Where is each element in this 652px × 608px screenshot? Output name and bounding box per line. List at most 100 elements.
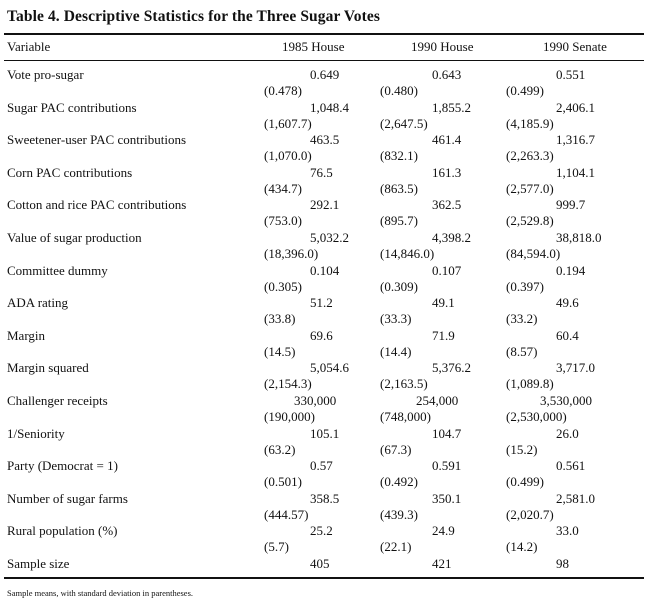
table-row: Number of sugar farms 358.5 (444.57) 350.1 (… <box>0 491 652 525</box>
mean-value: 5,032.2 <box>310 230 349 245</box>
sd-value: (753.0) <box>264 213 302 229</box>
sd-value: (2,577.0) <box>506 180 554 196</box>
sd-value: (15.2) <box>506 441 538 457</box>
top-rule <box>4 33 644 35</box>
sd-value: (0.309) <box>380 278 418 294</box>
sd-value: (2,263.3) <box>506 148 554 164</box>
header-1985-house: 1985 House <box>282 39 345 54</box>
mean-value: 1,855.2 <box>432 99 471 115</box>
sd-value: (84,594.0) <box>506 246 561 261</box>
mean-value: 0.591 <box>432 458 462 474</box>
sd-value: (2,529.8) <box>506 213 554 229</box>
row-label: ADA rating <box>7 295 69 311</box>
mean-value: 2,406.1 <box>556 99 595 115</box>
row-label: Sweetener-user PAC contributions <box>7 132 187 148</box>
table-row: Cotton and rice PAC contributions 292.1 (7… <box>0 197 652 231</box>
mean-value: 0.104 <box>310 262 340 278</box>
sd-value: (863.5) <box>380 180 418 196</box>
mean-value: 254,000 <box>416 393 459 408</box>
header-rule <box>4 60 644 61</box>
row-label: Sample size <box>7 556 70 571</box>
mean-value: 330,000 <box>294 393 337 408</box>
mean-value: 1,316.7 <box>556 132 595 148</box>
sd-value: (4,185.9) <box>506 115 554 131</box>
sd-value: (14.2) <box>506 539 538 555</box>
sd-value: (67.3) <box>380 441 412 457</box>
footnote: Sample means, with standard deviation in… <box>7 588 194 598</box>
row-label: Cotton and rice PAC contributions <box>7 197 187 213</box>
mean-value: 0.649 <box>310 67 340 82</box>
table-row: Margin 69.6 (14.5) 71.9 (14.4) 60.4 (8.57) <box>0 328 652 362</box>
row-label: 1/Seniority <box>7 425 65 441</box>
row-label: Value of sugar production <box>7 230 142 245</box>
sd-value: (444.57) <box>264 506 309 522</box>
sd-value: (0.499) <box>506 474 544 490</box>
sd-value: (748,000) <box>380 409 431 424</box>
mean-value: 463.5 <box>310 132 340 148</box>
mean-value: 0.561 <box>556 458 586 474</box>
mean-value: 60.4 <box>556 327 579 343</box>
sd-value: (2,163.5) <box>380 376 428 392</box>
header-1990-senate: 1990 Senate <box>543 39 607 54</box>
sd-value: (0.501) <box>264 474 302 490</box>
mean-value: 405 <box>310 556 330 571</box>
mean-value: 0.551 <box>556 67 586 82</box>
sd-value: (895.7) <box>380 213 418 229</box>
mean-value: 98 <box>556 556 569 571</box>
sd-value: (1,070.0) <box>264 148 312 164</box>
mean-value: 1,048.4 <box>310 99 349 115</box>
sd-value: (832.1) <box>380 148 418 164</box>
mean-value: 105.1 <box>310 425 340 441</box>
sd-value: (8.57) <box>506 343 538 359</box>
mean-value: 49.6 <box>556 295 579 311</box>
mean-value: 26.0 <box>556 425 579 441</box>
mean-value: 421 <box>432 556 452 571</box>
mean-value: 2,581.0 <box>556 490 595 506</box>
mean-value: 0.107 <box>432 262 462 278</box>
table-row: Sweetener-user PAC contributions 463.5 (1,… <box>0 132 652 166</box>
mean-value: 3,717.0 <box>556 360 595 376</box>
sd-value: (0.305) <box>264 278 302 294</box>
sd-value: (0.480) <box>380 83 418 98</box>
sd-value: (14.5) <box>264 343 296 359</box>
mean-value: 292.1 <box>310 197 340 213</box>
sd-value: (63.2) <box>264 441 296 457</box>
row-label: Margin squared <box>7 360 89 376</box>
mean-value: 49.1 <box>432 295 455 311</box>
mean-value: 24.9 <box>432 523 455 539</box>
table-row: Rural population (%) 25.2 (5.7) 24.9 (22.1) 3… <box>0 523 652 557</box>
mean-value: 358.5 <box>310 490 340 506</box>
row-label: Number of sugar farms <box>7 490 128 506</box>
sd-value: (33.2) <box>506 311 538 327</box>
mean-value: 4,398.2 <box>432 230 471 245</box>
table-row: Sugar PAC contributions 1,048.4 (1,607.7) 1… <box>0 100 652 134</box>
mean-value: 104.7 <box>432 425 462 441</box>
sd-value: (0.478) <box>264 83 302 98</box>
table-row: Party (Democrat = 1) 0.57 (0.501) 0.591 (0.4… <box>0 458 652 492</box>
row-label: Party (Democrat = 1) <box>7 458 118 474</box>
mean-value: 33.0 <box>556 523 579 539</box>
row-label: Committee dummy <box>7 262 108 278</box>
sd-value: (1,607.7) <box>264 115 312 131</box>
sd-value: (434.7) <box>264 180 302 196</box>
mean-value: 71.9 <box>432 327 455 343</box>
mean-value: 161.3 <box>432 164 462 180</box>
sd-value: (0.397) <box>506 278 544 294</box>
sd-value: (22.1) <box>380 539 412 555</box>
mean-value: 5,054.6 <box>310 360 349 376</box>
table-row: ADA rating 51.2 (33.8) 49.1 (33.3) 49.6 (33.2) <box>0 295 652 329</box>
bottom-rule <box>4 577 644 579</box>
mean-value: 5,376.2 <box>432 360 471 376</box>
row-label: Margin <box>7 327 46 343</box>
sd-value: (2,647.5) <box>380 115 428 131</box>
mean-value: 362.5 <box>432 197 462 213</box>
mean-value: 999.7 <box>556 197 586 213</box>
table-row: Committee dummy 0.104 (0.305) 0.107 (0.309) 0… <box>0 263 652 297</box>
table-row: Margin squared 5,054.6 (2,154.3) 5,376.2 (2,… <box>0 360 652 394</box>
mean-value: 76.5 <box>310 164 333 180</box>
sd-value: (0.492) <box>380 474 418 490</box>
row-label: Vote pro-sugar <box>7 67 84 82</box>
mean-value: 3,530,000 <box>540 393 592 408</box>
header-1990-house: 1990 House <box>411 39 474 54</box>
